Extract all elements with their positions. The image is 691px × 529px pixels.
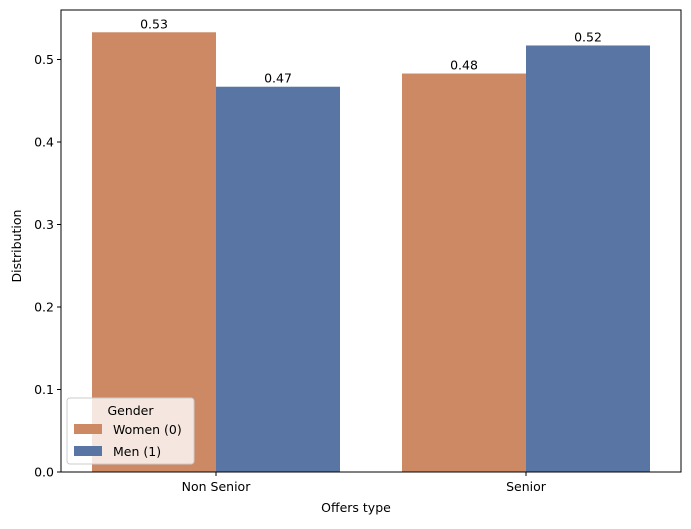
- data-labels-layer: 0.53 0.47 0.48 0.52: [140, 16, 602, 85]
- y-tick-label: 0.1: [34, 382, 54, 397]
- y-axis-label: Distribution: [9, 210, 24, 283]
- bar-men-non-senior: [216, 86, 340, 472]
- x-axis-label: Offers type: [321, 500, 391, 515]
- x-tick-label: Senior: [506, 479, 547, 494]
- bar-women-senior: [402, 73, 526, 473]
- axes-layer: 0.0 0.1 0.2 0.3 0.4 0.5 Non Senior Senior: [34, 9, 682, 494]
- bar-men-senior: [526, 45, 650, 472]
- y-tick-label: 0.5: [34, 52, 54, 67]
- data-label: 0.47: [264, 71, 292, 86]
- plot-frame: [60, 9, 682, 473]
- data-label: 0.52: [574, 29, 602, 44]
- data-label: 0.48: [450, 58, 478, 73]
- legend: Gender Women (0) Men (1): [66, 397, 195, 465]
- legend-entry-label: Men (1): [113, 444, 161, 459]
- legend-title: Gender: [107, 403, 154, 418]
- legend-entries: Women (0) Men (1): [74, 422, 182, 459]
- data-label: 0.53: [140, 16, 168, 31]
- y-tick-label: 0.2: [34, 300, 54, 315]
- x-tick-label: Non Senior: [182, 479, 252, 494]
- legend-swatch: [74, 424, 102, 434]
- y-tick-label: 0.3: [34, 217, 54, 232]
- y-tick-label: 0.0: [34, 465, 54, 480]
- bars-layer: [92, 32, 650, 473]
- legend-swatch: [74, 446, 102, 456]
- y-tick-label: 0.4: [34, 135, 54, 150]
- legend-entry-label: Women (0): [113, 422, 182, 437]
